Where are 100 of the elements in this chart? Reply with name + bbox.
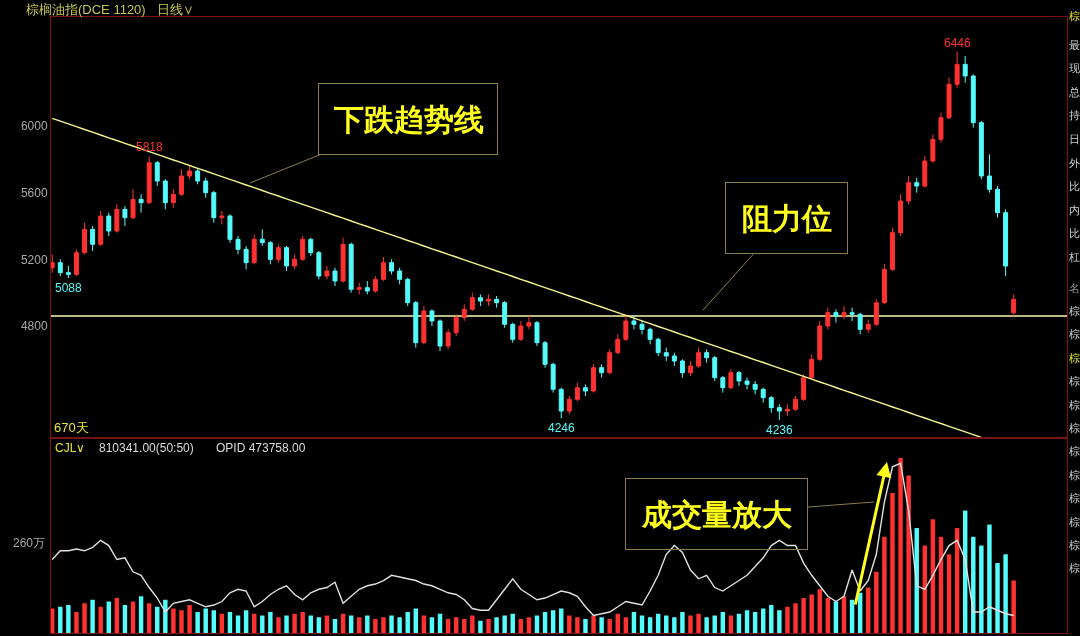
bar bbox=[405, 612, 410, 633]
candlestick bbox=[203, 177, 209, 199]
candlestick bbox=[324, 265, 330, 280]
text: 内 bbox=[1069, 204, 1080, 216]
annotation: 4236 bbox=[766, 423, 794, 437]
bar bbox=[284, 615, 289, 633]
text: 比 bbox=[1069, 227, 1080, 239]
candlestick bbox=[122, 205, 128, 227]
text: 棕 bbox=[1069, 375, 1080, 387]
candlestick bbox=[688, 360, 693, 377]
annotation: 5818 bbox=[136, 140, 164, 154]
candlestick bbox=[267, 240, 273, 265]
candlestick bbox=[413, 300, 419, 349]
bar bbox=[381, 617, 386, 633]
bar bbox=[825, 598, 831, 633]
bar bbox=[470, 615, 475, 633]
annotation: 5088 bbox=[55, 281, 83, 295]
candlestick bbox=[784, 403, 790, 417]
text: 棕 bbox=[1069, 562, 1080, 574]
annotation: 阻力位 bbox=[741, 201, 832, 235]
candlestick bbox=[728, 368, 734, 390]
candlestick bbox=[469, 292, 475, 312]
candlestick bbox=[82, 222, 88, 255]
bar bbox=[163, 599, 168, 633]
text: 260万 bbox=[13, 536, 46, 550]
annotation: 670天 bbox=[54, 420, 89, 435]
bar bbox=[672, 617, 677, 633]
candlestick bbox=[510, 322, 516, 344]
candlestick bbox=[292, 253, 298, 270]
bar bbox=[542, 612, 548, 633]
bar bbox=[227, 612, 233, 633]
bar bbox=[179, 610, 184, 633]
bar bbox=[138, 596, 144, 633]
bar bbox=[744, 610, 750, 633]
candlestick bbox=[445, 328, 451, 350]
candlestick bbox=[631, 315, 637, 330]
candlestick bbox=[744, 377, 750, 390]
bar bbox=[397, 617, 402, 633]
bar bbox=[720, 612, 726, 633]
bar bbox=[680, 612, 685, 633]
bar bbox=[268, 612, 273, 633]
candlestick bbox=[51, 253, 55, 274]
candlestick bbox=[195, 167, 201, 185]
candlestick bbox=[906, 175, 912, 205]
candlestick bbox=[898, 193, 904, 237]
bar bbox=[607, 619, 612, 633]
candlestick bbox=[776, 403, 782, 421]
candlestick bbox=[332, 267, 338, 287]
candlestick bbox=[615, 333, 621, 355]
bar bbox=[187, 605, 192, 633]
candlestick bbox=[380, 256, 386, 282]
text: 棕 bbox=[1069, 492, 1080, 504]
bar bbox=[276, 617, 281, 633]
candlestick bbox=[696, 347, 702, 369]
text: 棕 bbox=[1069, 328, 1080, 340]
candlestick bbox=[106, 212, 112, 237]
candlestick bbox=[251, 233, 257, 265]
candlestick bbox=[235, 235, 241, 255]
y-tick-label: 6000 bbox=[20, 119, 48, 134]
bar bbox=[462, 619, 467, 633]
candlestick bbox=[986, 153, 992, 194]
bar bbox=[971, 536, 976, 633]
bar bbox=[195, 612, 200, 633]
candlestick bbox=[453, 313, 459, 337]
bar bbox=[752, 612, 758, 633]
candlestick bbox=[825, 307, 831, 330]
bar bbox=[74, 612, 79, 633]
bar bbox=[591, 615, 596, 633]
candlestick bbox=[599, 363, 605, 379]
bar bbox=[567, 615, 572, 633]
bar bbox=[260, 615, 265, 633]
candlestick bbox=[768, 395, 774, 414]
text: 外 bbox=[1069, 157, 1080, 169]
bar bbox=[502, 615, 507, 633]
bar bbox=[494, 617, 499, 633]
bar bbox=[66, 605, 71, 633]
bar bbox=[373, 619, 378, 633]
bar bbox=[445, 619, 451, 633]
candlestick bbox=[130, 188, 136, 220]
candlestick bbox=[356, 282, 362, 295]
bar bbox=[58, 606, 63, 633]
text: 比 bbox=[1069, 180, 1080, 192]
candlestick bbox=[639, 320, 645, 335]
chart-title: 棕榈油指(DCE 1120) bbox=[26, 2, 146, 17]
candlestick bbox=[364, 280, 370, 295]
bar bbox=[171, 608, 176, 633]
bar bbox=[809, 594, 814, 633]
candlestick bbox=[793, 395, 799, 412]
bar bbox=[631, 612, 637, 633]
bar bbox=[696, 613, 701, 633]
candlestick bbox=[477, 293, 483, 307]
candlestick bbox=[73, 248, 79, 277]
candlestick bbox=[704, 348, 710, 364]
candlestick bbox=[211, 190, 217, 224]
text: 棕 bbox=[1069, 422, 1080, 434]
candlestick bbox=[534, 320, 540, 347]
annotation: 4246 bbox=[548, 421, 576, 435]
candlestick bbox=[760, 387, 766, 404]
text: 棕 bbox=[1069, 305, 1080, 317]
text: 棕 bbox=[1069, 352, 1080, 364]
